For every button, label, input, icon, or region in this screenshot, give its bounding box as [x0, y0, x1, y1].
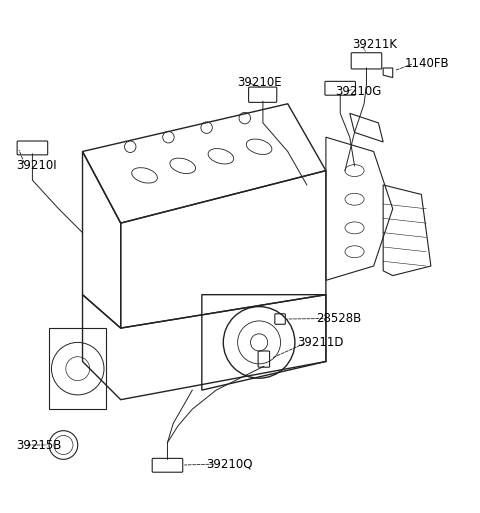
Text: 39211K: 39211K: [352, 37, 397, 51]
Text: 39210E: 39210E: [238, 76, 282, 89]
Text: 39211D: 39211D: [297, 336, 344, 349]
Text: 39210I: 39210I: [16, 160, 56, 172]
Text: 39210G: 39210G: [336, 85, 382, 98]
Text: 39210Q: 39210Q: [206, 458, 253, 470]
Text: 28528B: 28528B: [316, 312, 361, 325]
Text: 1140FB: 1140FB: [405, 57, 449, 70]
Text: 39215B: 39215B: [16, 439, 61, 451]
